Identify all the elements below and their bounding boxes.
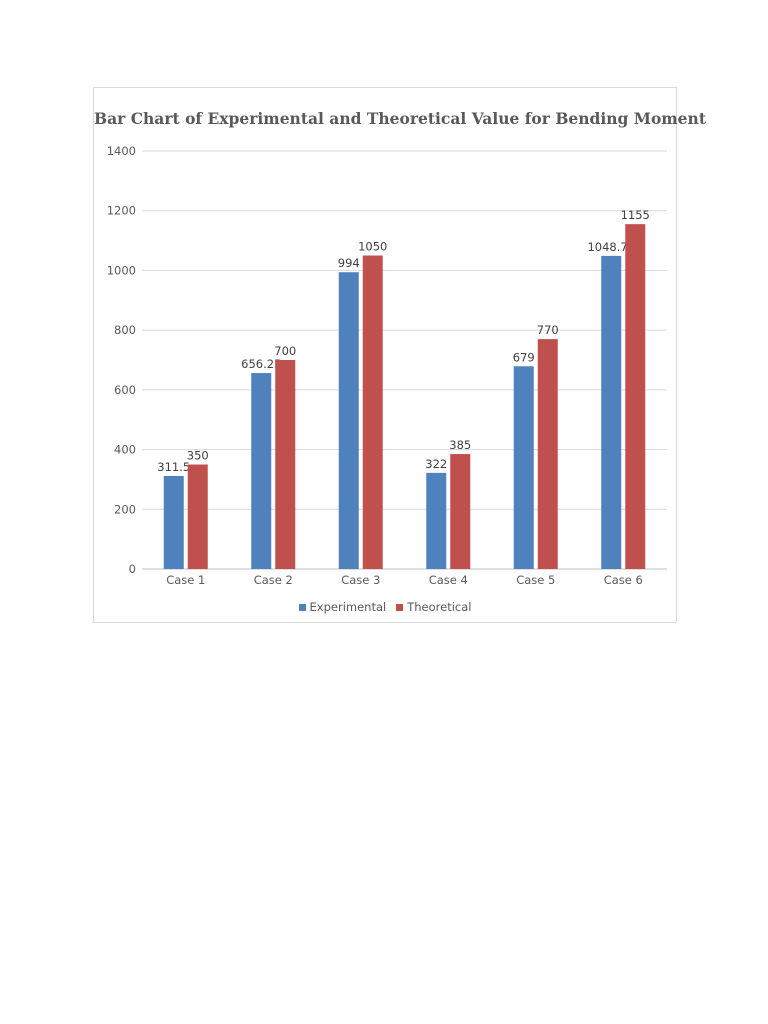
- data-label: 1048.75: [587, 240, 635, 254]
- data-label: 770: [537, 323, 559, 337]
- bar-theoretical: [275, 360, 296, 569]
- data-label: 679: [513, 350, 535, 364]
- y-tick-label: 800: [114, 323, 136, 337]
- data-label: 700: [274, 344, 296, 358]
- bar-experimental: [163, 475, 184, 569]
- bar-experimental: [251, 373, 272, 569]
- legend-label: Theoretical: [407, 600, 472, 614]
- y-tick-label: 0: [129, 562, 136, 576]
- y-tick-label: 200: [114, 502, 136, 516]
- x-tick-label: Case 3: [341, 573, 380, 587]
- legend-swatch: [396, 603, 404, 611]
- bar-experimental: [426, 472, 447, 569]
- data-label: 385: [449, 438, 471, 452]
- legend-label: Experimental: [309, 600, 387, 614]
- legend-item-experimental: Experimental: [298, 600, 387, 614]
- data-label: 1155: [621, 208, 650, 222]
- data-label: 656.25: [241, 357, 281, 371]
- bar-experimental: [513, 366, 534, 569]
- bar-experimental: [601, 255, 622, 569]
- data-label: 994: [338, 256, 360, 270]
- bar-theoretical: [450, 454, 471, 569]
- legend-swatch: [298, 603, 306, 611]
- bar-theoretical: [362, 255, 383, 569]
- y-tick-label: 600: [114, 383, 136, 397]
- legend-item-theoretical: Theoretical: [396, 600, 471, 614]
- y-tick-label: 400: [114, 443, 136, 457]
- data-label: 322: [425, 457, 447, 471]
- data-label: 1050: [358, 240, 387, 254]
- bar-theoretical: [187, 464, 208, 569]
- bar-theoretical: [537, 339, 558, 569]
- x-tick-label: Case 1: [166, 573, 205, 587]
- chart-frame: Bar Chart of Experimental and Theoretica…: [93, 87, 706, 623]
- x-tick-label: Case 5: [516, 573, 555, 587]
- x-tick-label: Case 6: [604, 573, 643, 587]
- y-tick-label: 1000: [107, 263, 136, 277]
- chart-title: Bar Chart of Experimental and Theoretica…: [94, 109, 706, 128]
- chart-legend: Experimental Theoretical: [94, 600, 676, 614]
- y-tick-label: 1200: [107, 204, 136, 218]
- data-label: 311.5: [157, 460, 190, 474]
- bar-experimental: [338, 272, 359, 569]
- x-tick-label: Case 4: [429, 573, 468, 587]
- data-label: 350: [187, 449, 209, 463]
- x-tick-label: Case 2: [254, 573, 293, 587]
- y-tick-label: 1400: [107, 144, 136, 158]
- bar-theoretical: [625, 224, 646, 569]
